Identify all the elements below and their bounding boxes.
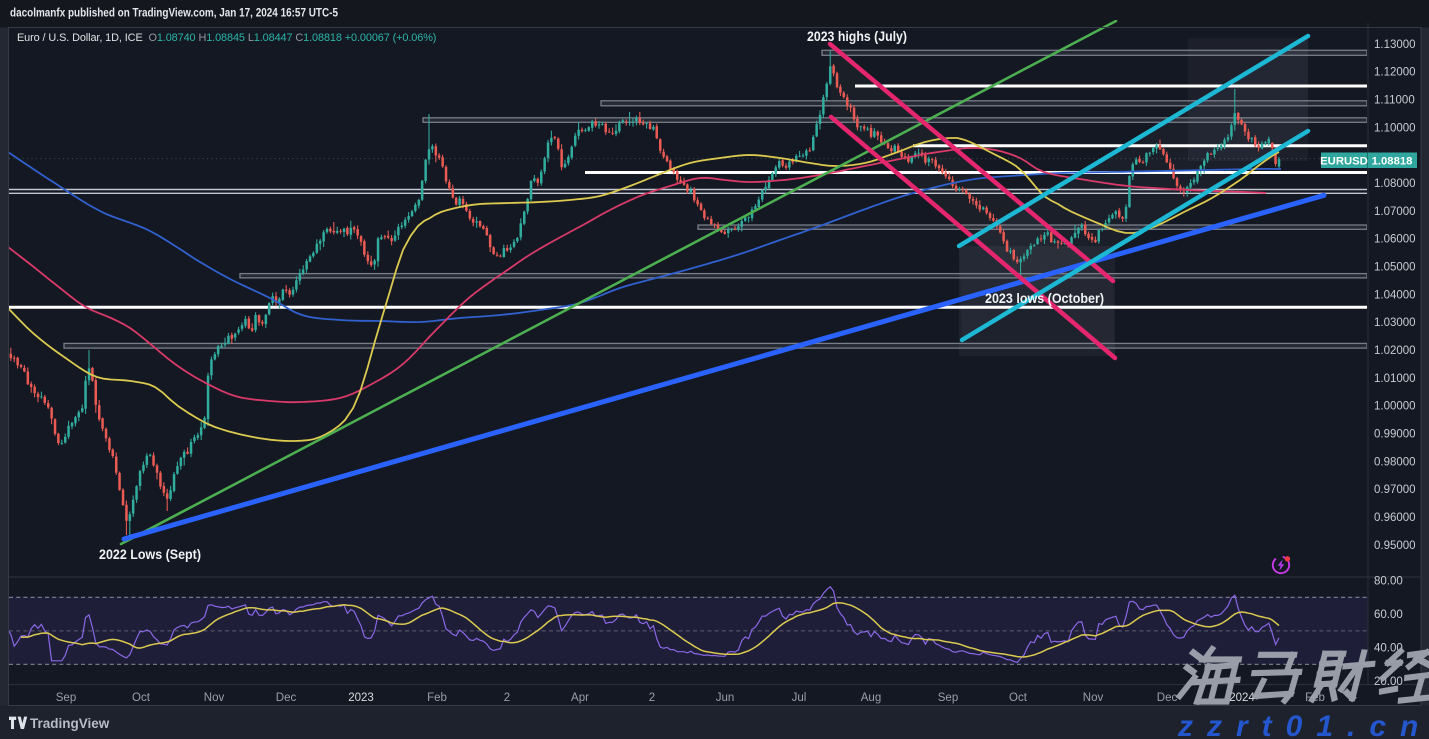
svg-text:Jul: Jul bbox=[792, 692, 807, 704]
svg-text:2: 2 bbox=[649, 692, 655, 704]
svg-text:Oct: Oct bbox=[132, 692, 151, 704]
svg-text:Nov: Nov bbox=[204, 692, 225, 704]
svg-text:zzrt01.cn: zzrt01.cn bbox=[1177, 710, 1429, 739]
svg-text:TradingView: TradingView bbox=[30, 716, 110, 731]
svg-text:60.00: 60.00 bbox=[1374, 609, 1403, 621]
svg-text:2022 Lows (Sept): 2022 Lows (Sept) bbox=[99, 547, 201, 562]
svg-text:Euro / U.S. Dollar, 1D, ICE O: Euro / U.S. Dollar, 1D, ICE O1.08740 H1.… bbox=[17, 32, 436, 44]
svg-text:2024: 2024 bbox=[1229, 692, 1255, 704]
svg-text:0.97000: 0.97000 bbox=[1374, 484, 1416, 496]
svg-text:1.00000: 1.00000 bbox=[1374, 401, 1416, 413]
svg-text:Aug: Aug bbox=[861, 692, 881, 704]
svg-text:1.02000: 1.02000 bbox=[1374, 345, 1416, 357]
svg-text:2023 highs (July): 2023 highs (July) bbox=[807, 29, 907, 44]
svg-text:0.96000: 0.96000 bbox=[1374, 512, 1416, 524]
svg-text:2023: 2023 bbox=[348, 692, 374, 704]
svg-text:1.05000: 1.05000 bbox=[1374, 262, 1416, 274]
svg-text:1.04000: 1.04000 bbox=[1374, 289, 1416, 301]
svg-text:1.07000: 1.07000 bbox=[1374, 206, 1416, 218]
svg-text:0.99000: 0.99000 bbox=[1374, 429, 1416, 441]
svg-text:80.00: 80.00 bbox=[1374, 576, 1403, 588]
svg-text:Dec: Dec bbox=[1157, 692, 1178, 704]
svg-text:40.00: 40.00 bbox=[1374, 643, 1403, 655]
svg-text:1.11000: 1.11000 bbox=[1374, 95, 1415, 107]
svg-text:1.13000: 1.13000 bbox=[1374, 39, 1416, 51]
svg-text:1.01000: 1.01000 bbox=[1374, 373, 1416, 385]
svg-text:dacolmanfx published on Tradin: dacolmanfx published on TradingView.com,… bbox=[10, 7, 338, 20]
svg-text:1.10000: 1.10000 bbox=[1374, 122, 1416, 134]
svg-text:Apr: Apr bbox=[571, 692, 589, 704]
svg-text:Sep: Sep bbox=[938, 692, 958, 704]
svg-text:Sep: Sep bbox=[56, 692, 76, 704]
svg-text:2023 lows (October): 2023 lows (October) bbox=[985, 291, 1104, 306]
svg-text:1.06000: 1.06000 bbox=[1374, 234, 1416, 246]
svg-text:EURUSD: EURUSD bbox=[1320, 155, 1368, 167]
svg-text:1.08000: 1.08000 bbox=[1374, 178, 1416, 190]
svg-text:0.95000: 0.95000 bbox=[1374, 540, 1416, 552]
svg-text:20.00: 20.00 bbox=[1374, 676, 1403, 688]
svg-text:1.03000: 1.03000 bbox=[1374, 317, 1416, 329]
svg-text:1.12000: 1.12000 bbox=[1374, 67, 1416, 79]
svg-text:1.08818: 1.08818 bbox=[1372, 155, 1413, 167]
svg-text:2: 2 bbox=[504, 692, 510, 704]
svg-text:Dec: Dec bbox=[276, 692, 297, 704]
svg-text:Jun: Jun bbox=[716, 692, 735, 704]
svg-text:Nov: Nov bbox=[1083, 692, 1104, 704]
svg-text:Feb: Feb bbox=[427, 692, 447, 704]
svg-text:0.98000: 0.98000 bbox=[1374, 456, 1416, 468]
svg-text:Oct: Oct bbox=[1009, 692, 1028, 704]
